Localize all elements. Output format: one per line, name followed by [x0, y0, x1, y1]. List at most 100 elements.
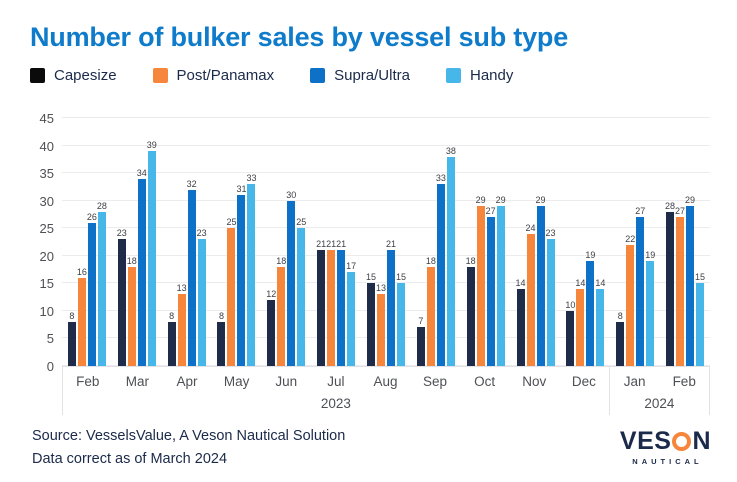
x-label-month-mar: Mar — [125, 374, 150, 389]
bar-capesize: 12 — [266, 289, 276, 366]
x-label-month-jun: Jun — [275, 374, 298, 389]
source-line: Source: VesselsValue, A Veson Nautical S… — [32, 428, 346, 445]
gridline — [62, 227, 710, 229]
y-tick-label: 30 — [39, 193, 54, 209]
bar-post-panamax: 18 — [276, 256, 286, 366]
bar-capesize: 10 — [565, 300, 575, 366]
bar-group-aug-6: 15 13 21 15 — [361, 118, 411, 366]
bar-value-label: 29 — [495, 195, 506, 206]
bar-value-label: 27 — [485, 206, 496, 217]
legend-label: Post/Panamax — [176, 67, 275, 84]
bar-post-panamax: 18 — [127, 256, 137, 366]
data-date-line: Data correct as of March 2024 — [32, 450, 228, 467]
bar-post-panamax: 29 — [476, 195, 486, 366]
bar-handy: 17 — [346, 261, 356, 366]
bar-value-label: 8 — [218, 310, 224, 321]
legend-label: Capesize — [54, 67, 117, 84]
bar-handy: 28 — [97, 201, 107, 366]
bar-capesize: 21 — [316, 239, 326, 366]
x-label-year-2024: 2024 — [644, 396, 675, 411]
bar-capesize: 8 — [67, 311, 76, 366]
bar-post-panamax: 21 — [326, 239, 336, 366]
bar-supra-ultra: 21 — [336, 239, 346, 366]
bar-capesize: 8 — [167, 311, 176, 366]
logo-tagline: NAUTICAL — [632, 457, 703, 466]
legend-swatch-handy — [445, 68, 461, 83]
bar-value-label: 21 — [316, 239, 327, 250]
bar-group-jun-4: 12 18 30 25 — [261, 118, 311, 366]
bar-handy: 15 — [695, 272, 705, 366]
bar-value-label: 39 — [146, 140, 157, 151]
bar-post-panamax: 22 — [625, 234, 635, 366]
bars-row: 8 16 26 28 23 18 34 39 8 13 32 23 8 25 31 33 12 18 30 25 21 2… — [62, 118, 710, 366]
bar-supra-ultra: 32 — [187, 179, 197, 366]
logo-text-before: VES — [619, 427, 672, 455]
bar-value-label: 14 — [515, 277, 526, 288]
bar-group-nov-9: 14 24 29 23 — [511, 118, 561, 366]
bar-handy: 25 — [296, 217, 306, 366]
x-label-month-oct: Oct — [474, 374, 496, 389]
bar-supra-ultra: 29 — [685, 195, 695, 366]
footer: Source: VesselsValue, A Veson Nautical S… — [32, 425, 345, 470]
bar-value-label: 18 — [126, 255, 137, 266]
bar-group-jul-5: 21 21 21 17 — [311, 118, 361, 366]
bar-group-dec-10: 10 14 19 14 — [560, 118, 610, 366]
bar-group-feb-0: 8 16 26 28 — [62, 118, 112, 366]
bar-value-label: 21 — [326, 239, 337, 250]
y-tick-label: 10 — [39, 303, 54, 319]
bar-value-label: 14 — [595, 277, 606, 288]
bar-group-jan-11: 8 22 27 19 — [610, 118, 660, 366]
bar-value-label: 23 — [196, 228, 207, 239]
bar-supra-ultra: 27 — [486, 206, 496, 366]
legend-item-post-panamax: Post/Panamax — [152, 67, 275, 84]
bar-post-panamax: 25 — [226, 217, 236, 366]
bar-handy: 14 — [595, 278, 605, 366]
axis-section-2023: Feb Mar Apr May Jun Jul Aug Sep Oct Nov Dec 2023 — [63, 367, 609, 415]
plot-area: 0 5 10 15 20 25 30 35 40 45 8 16 26 28 23 18 34 39 8 13 32 23… — [40, 111, 710, 374]
bar-value-label: 25 — [226, 217, 237, 228]
bar-value-label: 27 — [635, 206, 646, 217]
veson-logo: VES N NAUTICAL — [620, 429, 711, 467]
y-tick-label: 15 — [39, 276, 54, 292]
bar-handy: 38 — [446, 146, 456, 366]
bar-value-label: 17 — [346, 261, 357, 272]
bar-value-label: 23 — [545, 228, 556, 239]
y-tick-label: 40 — [39, 138, 54, 154]
bar-group-may-3: 8 25 31 33 — [212, 118, 262, 366]
legend-item-handy: Handy — [445, 67, 513, 84]
bar-value-label: 22 — [625, 233, 636, 244]
x-label-month-nov: Nov — [522, 374, 547, 389]
x-label-month-sep: Sep — [423, 374, 448, 389]
logo-o-icon — [672, 432, 692, 451]
bar-value-label: 29 — [475, 195, 486, 206]
bar-supra-ultra: 21 — [386, 239, 396, 366]
x-label-month-feb: Feb — [672, 374, 696, 389]
bar-handy: 23 — [546, 228, 556, 366]
bar-group-feb-12: 28 27 29 15 — [660, 118, 710, 366]
bar-handy: 15 — [396, 272, 406, 366]
bar-group-oct-8: 18 29 27 29 — [461, 118, 511, 366]
y-tick-label: 20 — [39, 248, 54, 264]
x-label-year-2023: 2023 — [320, 396, 351, 411]
bar-supra-ultra: 29 — [536, 195, 546, 366]
legend-label: Supra/Ultra — [334, 67, 410, 84]
bar-capesize: 18 — [466, 256, 476, 366]
bar-value-label: 15 — [395, 272, 406, 283]
bar-post-panamax: 14 — [575, 278, 585, 366]
bar-capesize: 14 — [516, 278, 526, 366]
gridline — [62, 365, 710, 366]
bar-value-label: 8 — [169, 310, 175, 321]
bar-value-label: 24 — [525, 222, 536, 233]
bar-group-mar-1: 23 18 34 39 — [112, 118, 162, 366]
bar-supra-ultra: 26 — [87, 212, 97, 366]
x-label-month-feb: Feb — [76, 374, 100, 389]
bar-supra-ultra: 30 — [286, 190, 296, 366]
logo-wordmark: VES N — [620, 429, 711, 454]
bar-supra-ultra: 27 — [635, 206, 645, 366]
bar-value-label: 33 — [246, 173, 257, 184]
axis-section-2024: Jan Feb 2024 — [608, 367, 709, 415]
bar-capesize: 8 — [217, 311, 226, 366]
bar-group-apr-2: 8 13 32 23 — [162, 118, 212, 366]
bar-handy: 19 — [645, 250, 655, 366]
x-label-month-apr: Apr — [176, 374, 198, 389]
